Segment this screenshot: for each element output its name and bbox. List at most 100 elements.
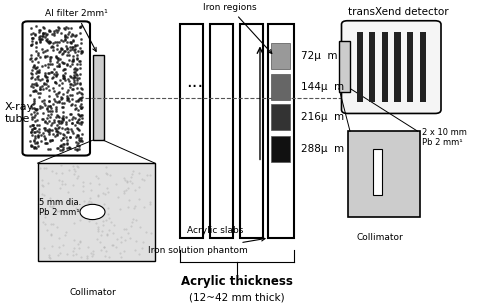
Point (64, 96, 72, 101)
Point (46, 105, 54, 110)
Point (36, 103, 44, 108)
Point (46, 104, 54, 109)
Point (135, 184, 143, 189)
Point (75, 246, 83, 251)
Point (72, 68, 80, 73)
Point (32, 40, 40, 45)
Point (128, 219, 136, 224)
Point (62, 24, 70, 29)
Point (32, 88, 40, 93)
Point (33, 74, 41, 79)
Bar (268, 24, 293, 238)
Point (70, 221, 78, 225)
Point (30, 139, 38, 144)
Circle shape (80, 204, 105, 220)
Point (56, 82, 64, 87)
Point (147, 231, 155, 236)
Point (88, 208, 96, 213)
Point (28, 72, 36, 77)
Point (76, 135, 84, 140)
Point (61, 37, 69, 42)
Point (72, 81, 80, 86)
Point (53, 55, 61, 60)
Point (41, 74, 49, 79)
Point (66, 93, 74, 98)
Point (28, 70, 36, 75)
Point (34, 135, 42, 139)
Point (50, 71, 58, 76)
Point (37, 138, 45, 143)
Point (45, 41, 53, 46)
Point (98, 223, 106, 228)
Point (108, 243, 116, 248)
Point (49, 221, 57, 226)
Point (44, 119, 52, 124)
Point (58, 67, 66, 72)
Text: Iron solution phantom: Iron solution phantom (148, 237, 265, 255)
Point (59, 74, 67, 79)
Point (28, 58, 36, 63)
Point (62, 232, 70, 237)
Point (45, 27, 53, 32)
Point (50, 28, 58, 33)
Point (27, 31, 35, 36)
Point (60, 131, 68, 136)
Point (49, 41, 57, 46)
Point (39, 25, 47, 30)
Point (56, 118, 64, 123)
Point (72, 120, 80, 124)
Point (56, 251, 64, 256)
Point (78, 115, 86, 120)
Point (66, 112, 74, 117)
Point (63, 97, 71, 102)
Bar (348, 131, 420, 217)
Point (28, 36, 36, 41)
Point (52, 70, 60, 74)
Point (52, 53, 60, 58)
Point (38, 33, 46, 38)
Point (66, 134, 74, 139)
Point (44, 39, 52, 44)
Text: 288μ  m: 288μ m (301, 145, 344, 154)
Point (54, 42, 62, 47)
Point (78, 50, 86, 55)
Point (40, 48, 48, 53)
Point (100, 245, 108, 249)
Point (104, 172, 112, 177)
Point (31, 57, 39, 62)
Point (52, 114, 60, 119)
Point (68, 97, 76, 102)
Point (52, 170, 60, 175)
Point (52, 74, 60, 78)
Point (89, 251, 97, 256)
Point (48, 43, 56, 48)
Point (31, 87, 39, 92)
Point (66, 118, 74, 123)
Point (68, 61, 76, 66)
Point (32, 49, 40, 54)
Point (46, 99, 54, 104)
Point (59, 72, 67, 77)
Point (40, 184, 48, 189)
Point (28, 103, 36, 108)
Point (80, 199, 88, 203)
Point (54, 100, 62, 105)
Point (34, 53, 42, 58)
Point (30, 89, 38, 94)
Point (64, 50, 72, 55)
Point (60, 127, 68, 131)
Point (38, 77, 46, 81)
Point (43, 53, 51, 58)
Bar (38, 163, 155, 261)
Point (146, 200, 154, 205)
Point (79, 179, 87, 184)
Point (78, 105, 86, 109)
Point (76, 114, 84, 119)
Point (70, 57, 78, 62)
Point (60, 105, 68, 110)
Point (63, 145, 71, 150)
Point (44, 83, 52, 88)
Point (34, 83, 42, 88)
Point (32, 125, 40, 130)
Point (66, 85, 74, 90)
